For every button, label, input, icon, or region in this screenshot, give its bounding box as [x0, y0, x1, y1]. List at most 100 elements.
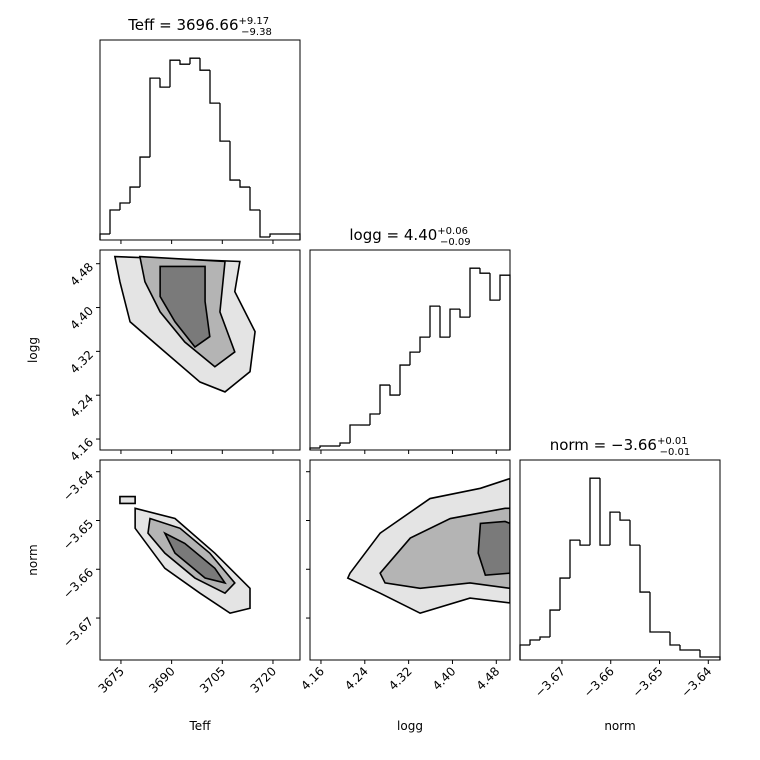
- histogram-step: [529, 639, 540, 646]
- histogram-step: [619, 512, 630, 521]
- histogram-step: [129, 186, 140, 204]
- histogram-step: [599, 478, 610, 546]
- histogram-step: [139, 156, 150, 188]
- y-tick-label: 4.48: [67, 260, 96, 289]
- histogram-step: [499, 274, 511, 450]
- histogram-step: [119, 202, 130, 211]
- histogram-step: [539, 636, 550, 641]
- y-tick-label: 4.40: [67, 304, 96, 333]
- histogram-step: [199, 58, 210, 71]
- y-tick-label: 4.32: [67, 348, 96, 377]
- histogram-step: [149, 77, 160, 158]
- title-minus: −0.09: [440, 237, 471, 248]
- y-axis-label: logg: [26, 337, 40, 363]
- title-minus: −0.01: [660, 447, 691, 458]
- histogram-step: [219, 103, 230, 142]
- x-axis-label: logg: [397, 719, 423, 733]
- histogram-step: [159, 78, 170, 88]
- histogram-step: [639, 545, 650, 593]
- histogram-step: [379, 384, 390, 415]
- panel-frame: [519, 459, 721, 661]
- x-tick-label: 3720: [248, 664, 279, 695]
- histogram-step: [449, 308, 460, 338]
- histogram-step: [290, 233, 301, 240]
- histogram-step: [369, 413, 380, 426]
- histogram-step: [559, 577, 570, 611]
- histogram-step: [319, 445, 330, 449]
- x-tick-label: 4.40: [430, 664, 459, 693]
- x-tick-label: 4.48: [474, 664, 503, 693]
- histogram-step: [269, 233, 280, 238]
- histogram-step: [419, 336, 430, 353]
- y-tick-label: 4.16: [67, 435, 96, 464]
- x-tick-label: −3.67: [532, 664, 568, 700]
- histogram-step: [109, 209, 120, 235]
- y-tick-label: −3.66: [60, 565, 96, 601]
- histogram-step: [569, 539, 580, 579]
- histogram-step: [439, 306, 450, 338]
- histogram-step: [239, 180, 250, 188]
- histogram-step: [519, 644, 530, 660]
- x-tick-label: 4.16: [298, 664, 327, 693]
- x-axis-label: Teff: [189, 719, 212, 733]
- x-axis-label: norm: [604, 719, 635, 733]
- contour: [159, 265, 211, 349]
- histogram-step: [349, 424, 360, 444]
- title-minus: −9.38: [241, 27, 272, 38]
- histogram-step: [699, 650, 710, 658]
- histogram-step: [209, 70, 220, 104]
- x-tick-label: 3705: [197, 664, 228, 695]
- histogram-step: [189, 57, 200, 65]
- histogram-step: [629, 520, 640, 546]
- y-tick-label: −3.65: [60, 517, 96, 553]
- title-main: Teff = 3696.66: [127, 16, 238, 34]
- histogram-step: [649, 592, 660, 633]
- x-tick-label: −3.65: [630, 664, 666, 700]
- x-tick-label: 4.24: [342, 664, 371, 693]
- histogram-step: [679, 645, 690, 651]
- histogram-step: [179, 60, 190, 65]
- x-tick-label: 4.32: [386, 664, 415, 693]
- histogram-step: [339, 442, 350, 447]
- histogram-step: [249, 187, 260, 211]
- x-tick-label: 3675: [96, 664, 127, 695]
- histogram-step: [229, 141, 240, 181]
- panel-frame: [99, 459, 301, 661]
- histogram-step: [489, 273, 500, 301]
- histogram-step: [389, 385, 400, 396]
- histogram-step: [669, 632, 680, 646]
- histogram-step: [99, 233, 110, 240]
- title-main: norm = −3.66: [550, 436, 657, 454]
- histogram-step: [169, 59, 180, 88]
- histogram-step: [549, 609, 560, 638]
- y-axis-label: norm: [26, 544, 40, 575]
- histogram-step: [589, 477, 600, 546]
- contour: [477, 520, 510, 576]
- histogram-step: [429, 305, 440, 338]
- y-tick-label: −3.64: [60, 468, 96, 504]
- contour: [379, 507, 510, 590]
- histogram-step: [259, 210, 270, 238]
- contour: [119, 495, 136, 505]
- title-main: logg = 4.40: [349, 226, 437, 244]
- histogram-step: [459, 309, 470, 318]
- title-plus: +0.06: [437, 226, 468, 237]
- contour: [163, 531, 227, 585]
- y-tick-label: −3.67: [60, 614, 96, 650]
- panel-title: Teff = 3696.66+9.17 −9.38: [127, 16, 272, 38]
- x-tick-label: −3.66: [581, 664, 617, 700]
- panel-frame: [309, 249, 511, 451]
- panel-frame: [99, 39, 301, 241]
- histogram-step: [579, 540, 590, 546]
- title-plus: +0.01: [657, 436, 688, 447]
- histogram-step: [479, 268, 490, 274]
- histogram-step: [409, 351, 420, 366]
- x-tick-label: 3690: [146, 664, 177, 695]
- panel-title: logg = 4.40+0.06 −0.09: [349, 226, 470, 248]
- title-plus: +9.17: [239, 16, 270, 27]
- panel-frame: [99, 249, 301, 451]
- histogram-step: [469, 267, 480, 318]
- histogram-step: [609, 511, 620, 546]
- panel-frame: [309, 459, 511, 661]
